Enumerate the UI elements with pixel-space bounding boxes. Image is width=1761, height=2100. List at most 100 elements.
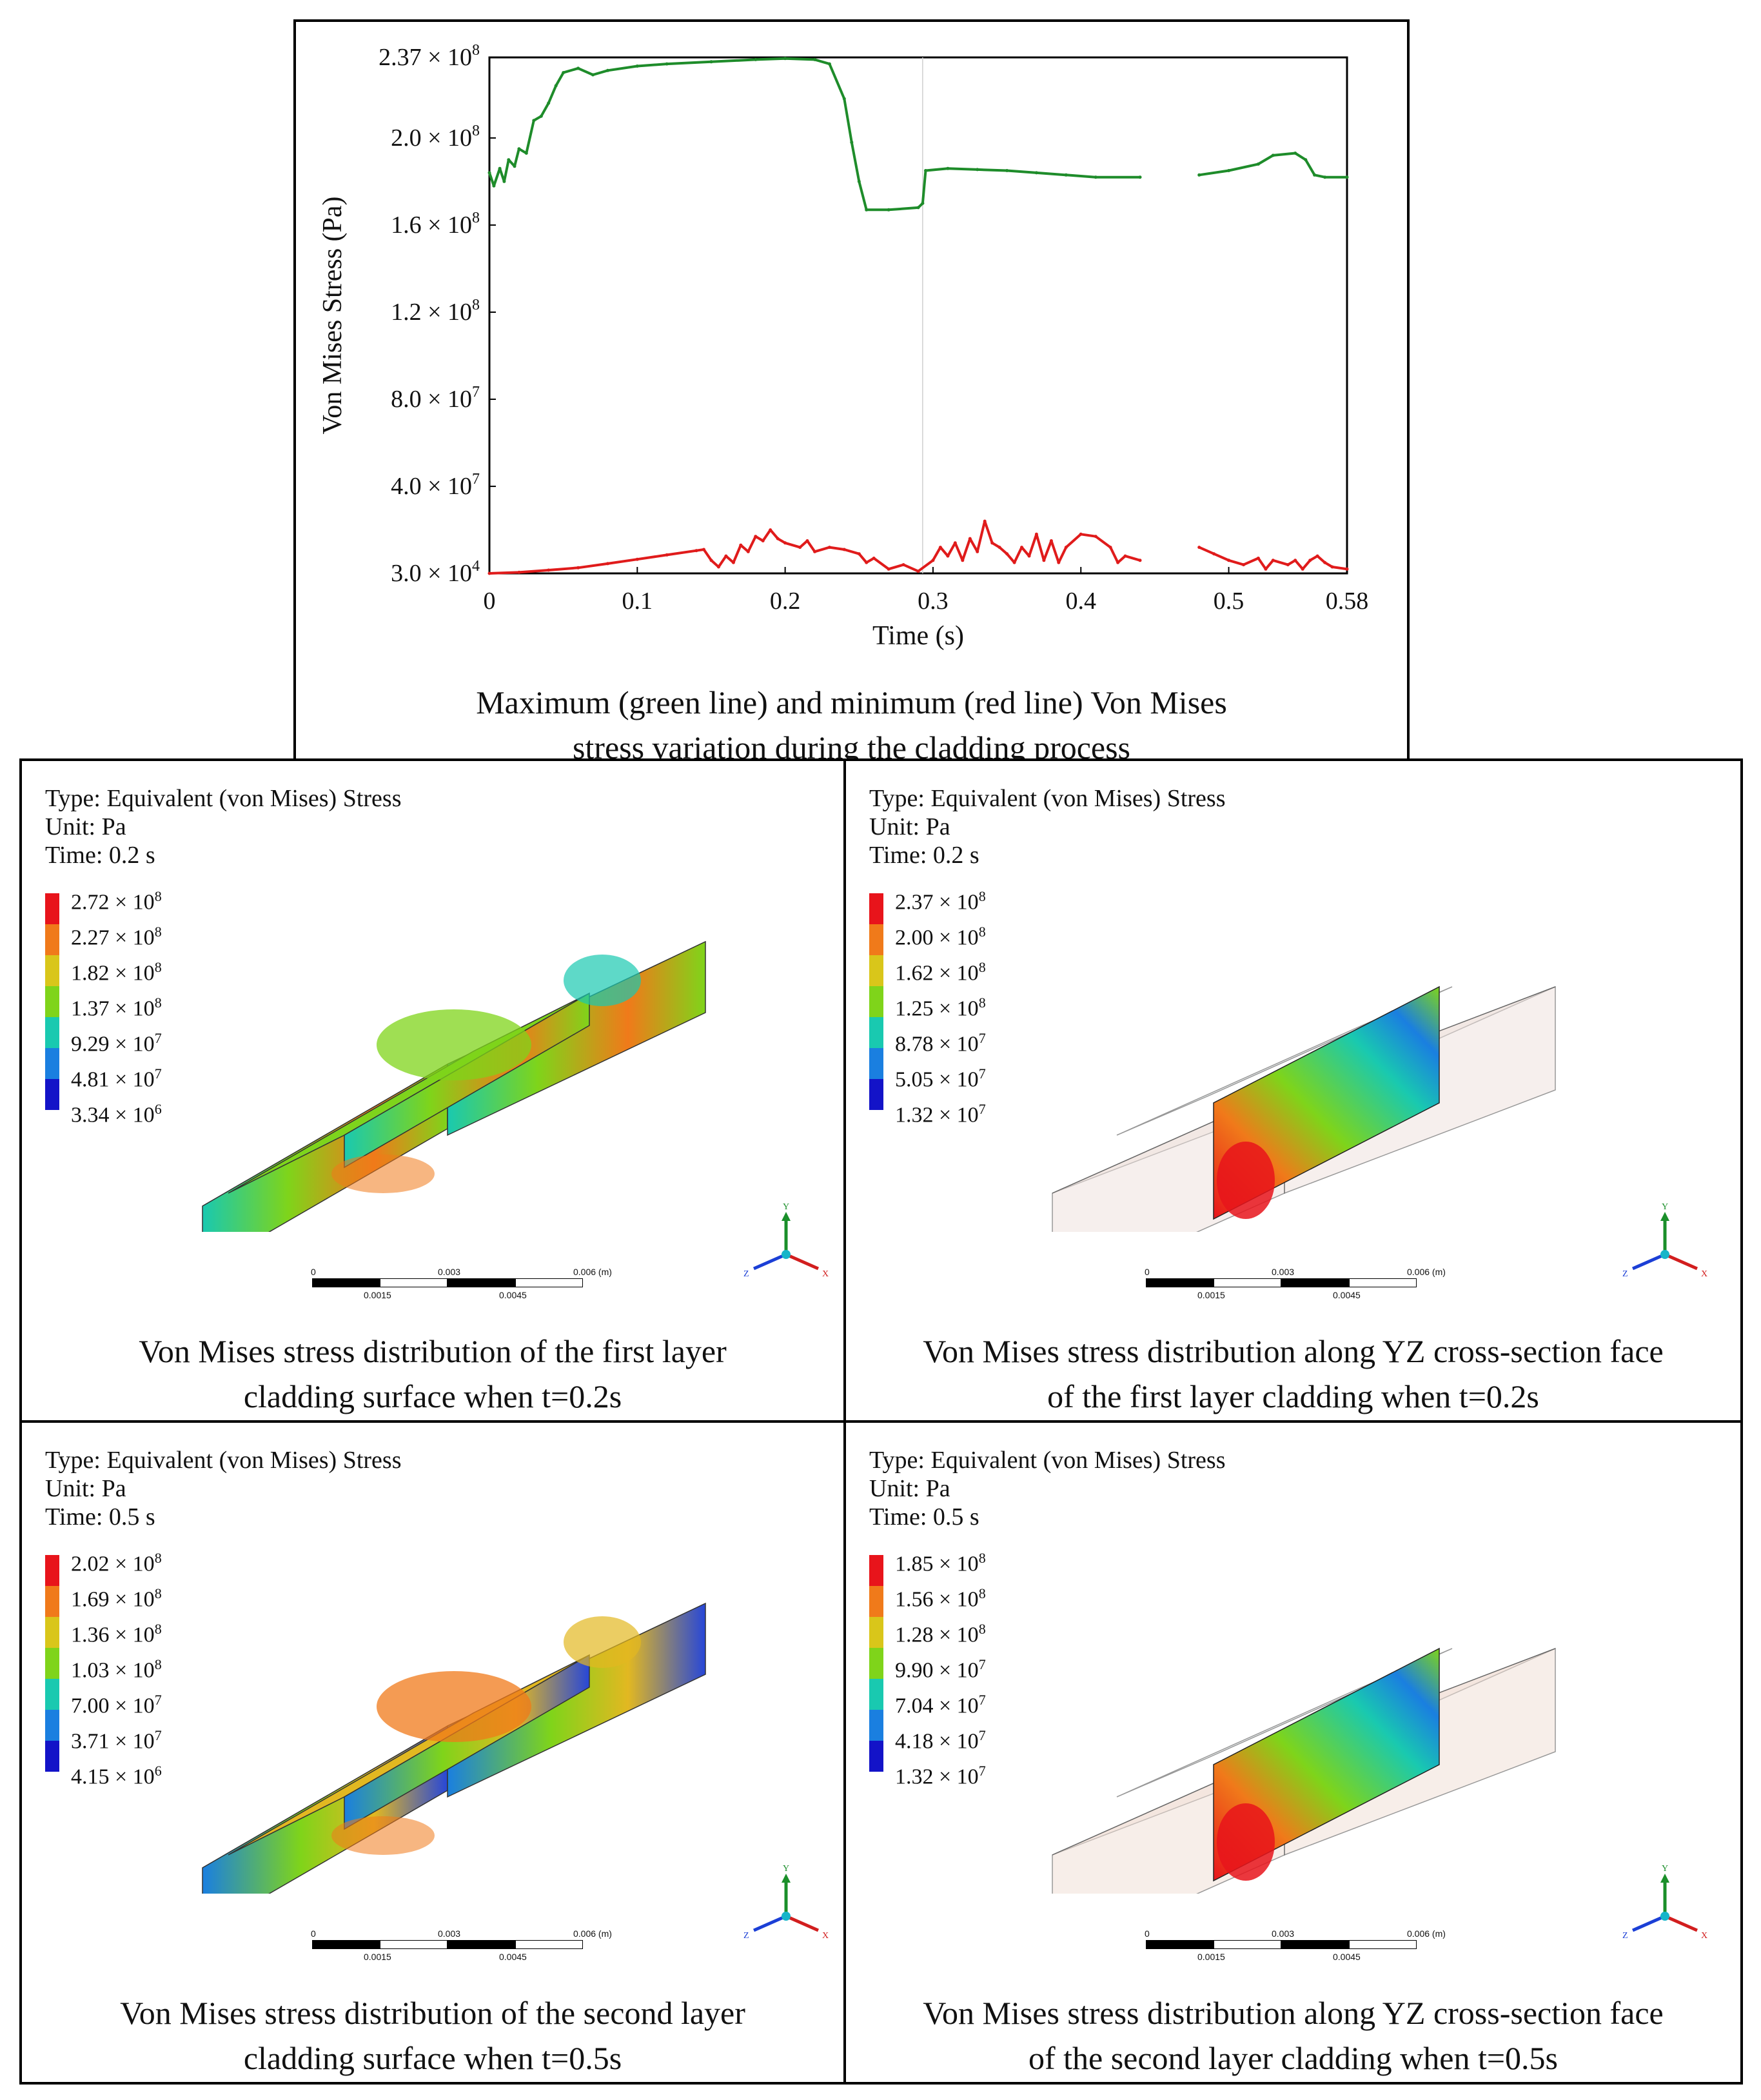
legend-label: 2.02 × 108 xyxy=(71,1546,162,1576)
legend-mantissa: 7.00 xyxy=(71,1694,110,1718)
data-point-minimum xyxy=(1042,559,1046,562)
stress-contour xyxy=(1217,1803,1275,1881)
legend-color-swatch xyxy=(45,1648,59,1679)
scale-bar: 0 0.003 0.006 (m) 0.0015 0.0045 xyxy=(1145,1267,1446,1303)
legend-mantissa: 1.32 xyxy=(895,1765,934,1789)
result-time: Time: 0.2 s xyxy=(869,842,979,869)
z-axis-label: Z xyxy=(1622,1269,1628,1279)
legend-color-swatch xyxy=(869,1741,883,1772)
legend-times: × 10 xyxy=(933,1694,979,1718)
data-point-maximum xyxy=(524,152,528,155)
fea-panel-1: Type: Equivalent (von Mises) Stress Unit:… xyxy=(19,758,846,1423)
legend-mantissa: 3.34 xyxy=(71,1103,110,1127)
y-tick-mantissa: 8.0 xyxy=(391,386,422,413)
x-axis-arrow xyxy=(785,1253,820,1271)
data-point-minimum xyxy=(761,539,765,542)
legend-mantissa: 1.56 xyxy=(895,1587,934,1612)
legend-label: 4.18 × 107 xyxy=(895,1723,986,1754)
legend-times: × 10 xyxy=(933,1729,979,1754)
data-point-minimum xyxy=(983,519,987,523)
section-model xyxy=(1052,1647,1556,1894)
x-axis-label: X xyxy=(822,1269,829,1279)
legend-label: 1.62 × 108 xyxy=(895,955,986,986)
data-point-maximum xyxy=(635,64,639,68)
scale-label: 0 xyxy=(1145,1928,1150,1939)
legend-mantissa: 9.90 xyxy=(895,1658,934,1683)
x-axis-arrow xyxy=(1664,1253,1698,1271)
result-type: Type: Equivalent (von Mises) Stress xyxy=(869,1447,1226,1474)
legend-times: × 10 xyxy=(933,961,979,986)
result-unit: Unit: Pa xyxy=(45,1475,126,1502)
scale-bar-black-2 xyxy=(1281,1940,1349,1949)
data-point-maximum xyxy=(1256,162,1260,166)
x-axis-label: X xyxy=(1701,1931,1707,1941)
z-axis-label: Z xyxy=(743,1931,749,1941)
result-info: Type: Equivalent (von Mises) Stress Unit:… xyxy=(45,784,401,869)
scale-bar: 0 0.003 0.006 (m) 0.0015 0.0045 xyxy=(311,1928,612,1965)
legend-times: × 10 xyxy=(109,890,155,915)
data-point-minimum xyxy=(798,546,802,550)
legend-label: 1.69 × 108 xyxy=(71,1581,162,1612)
legend-label: 1.25 × 108 xyxy=(895,991,986,1021)
data-point-maximum xyxy=(576,66,580,70)
scale-label: 0.006 (m) xyxy=(1407,1928,1446,1939)
legend-mantissa: 8.78 xyxy=(895,1032,934,1056)
legend-color-swatch xyxy=(45,986,59,1017)
result-info: Type: Equivalent (von Mises) Stress Unit:… xyxy=(869,1446,1225,1531)
panel-caption-line2: cladding surface when t=0.5s xyxy=(243,2040,622,2076)
legend-label: 1.32 × 107 xyxy=(895,1097,986,1127)
legend-mantissa: 1.85 xyxy=(895,1552,934,1576)
scale-bar-black-2 xyxy=(448,1940,515,1949)
legend-exponent: 7 xyxy=(978,1763,986,1779)
data-point-minimum xyxy=(1116,560,1120,564)
data-point-maximum xyxy=(517,147,521,151)
scale-bar-white-1 xyxy=(380,1278,448,1287)
legend-mantissa: 3.71 xyxy=(71,1729,110,1754)
origin-dot xyxy=(1660,1250,1669,1259)
legend-times: × 10 xyxy=(109,1587,155,1612)
legend-times: × 10 xyxy=(109,1658,155,1683)
data-point-maximum xyxy=(946,166,950,170)
z-axis-label: Z xyxy=(743,1269,749,1279)
data-point-minimum xyxy=(872,557,876,560)
legend-times: × 10 xyxy=(109,1032,155,1056)
data-point-minimum xyxy=(709,559,713,562)
legend-times: × 10 xyxy=(933,890,979,915)
data-point-minimum xyxy=(739,543,743,547)
scale-label: 0.006 (m) xyxy=(573,1928,612,1939)
panel-caption-line1: Von Mises stress distribution along YZ c… xyxy=(923,1995,1664,2031)
data-point-maximum xyxy=(709,60,713,64)
y-tick-times: × 10 xyxy=(422,560,472,587)
data-point-minimum xyxy=(724,554,728,558)
data-point-maximum xyxy=(887,208,890,212)
data-point-minimum xyxy=(805,539,809,542)
data-point-minimum xyxy=(865,560,869,564)
legend-label: 1.82 × 108 xyxy=(71,955,162,986)
legend-exponent: 7 xyxy=(154,1692,162,1708)
legend-times: × 10 xyxy=(109,961,155,986)
scale-bar-black-1 xyxy=(312,1940,380,1949)
scale-label: 0.0015 xyxy=(364,1290,391,1300)
scale-bar-white-2 xyxy=(515,1278,583,1287)
legend-colorbar xyxy=(45,893,59,1110)
data-point-maximum xyxy=(547,101,551,105)
data-point-minimum xyxy=(1020,546,1023,550)
y-tick-mantissa: 1.6 xyxy=(391,212,422,239)
data-point-maximum xyxy=(1313,173,1317,177)
legend-color-swatch xyxy=(45,1617,59,1648)
series-line-minimum xyxy=(489,520,1141,575)
series-line-minimum xyxy=(1198,546,1348,571)
data-point-minimum xyxy=(746,550,750,553)
y-tick-mantissa: 2.0 xyxy=(391,124,422,152)
scale-label: 0.0015 xyxy=(1197,1290,1225,1300)
legend-exponent: 8 xyxy=(154,924,162,940)
legend-exponent: 8 xyxy=(154,1585,162,1601)
legend-mantissa: 2.00 xyxy=(895,926,934,950)
legend-exponent: 8 xyxy=(154,1656,162,1672)
panel-caption-line1: Von Mises stress distribution of the sec… xyxy=(120,1995,745,2031)
data-point-minimum xyxy=(1012,560,1016,564)
legend-times: × 10 xyxy=(109,1694,155,1718)
stress-contour xyxy=(377,1671,531,1742)
data-point-maximum xyxy=(532,119,536,123)
data-point-minimum xyxy=(1138,559,1142,562)
